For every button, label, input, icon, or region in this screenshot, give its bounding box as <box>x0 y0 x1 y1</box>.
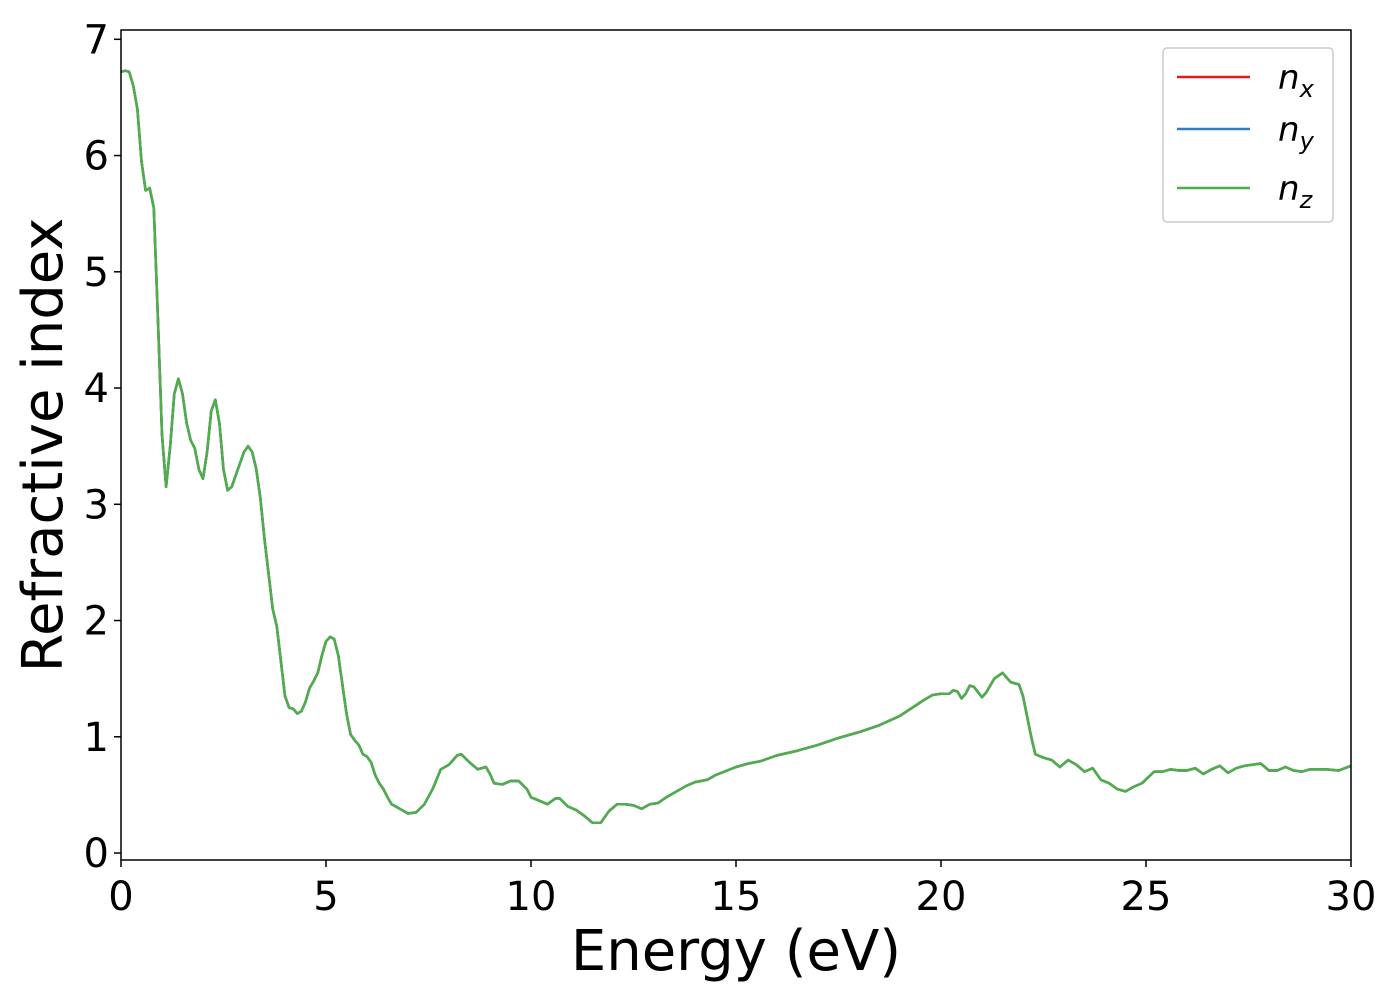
x-tick-label: 10 <box>506 874 557 920</box>
legend-box <box>1162 47 1334 223</box>
y-axis-label: Refractive index <box>11 218 76 673</box>
y-tick-label: 0 <box>84 831 109 877</box>
series-line <box>120 69 1352 825</box>
x-tick-label: 25 <box>1121 874 1172 920</box>
legend-label: nz <box>1278 169 1314 214</box>
y-tick-label: 4 <box>84 366 109 412</box>
legend-label: nx <box>1278 58 1315 103</box>
legend-label: ny <box>1278 110 1315 155</box>
y-tick-label: 6 <box>84 134 109 180</box>
x-tick-label: 30 <box>1326 874 1377 920</box>
y-tick-label: 2 <box>84 599 109 645</box>
x-tick-label: 0 <box>108 874 133 920</box>
y-tick-label: 1 <box>84 715 109 761</box>
x-axis-label: Energy (eV) <box>571 919 901 984</box>
x-tick-label: 5 <box>313 874 338 920</box>
y-tick-label: 3 <box>84 482 109 528</box>
plot-frame <box>120 29 1352 861</box>
x-tick-label: 15 <box>711 874 762 920</box>
x-tick-label: 20 <box>916 874 967 920</box>
y-tick-label: 5 <box>84 250 109 296</box>
y-tick-label: 7 <box>84 17 109 63</box>
